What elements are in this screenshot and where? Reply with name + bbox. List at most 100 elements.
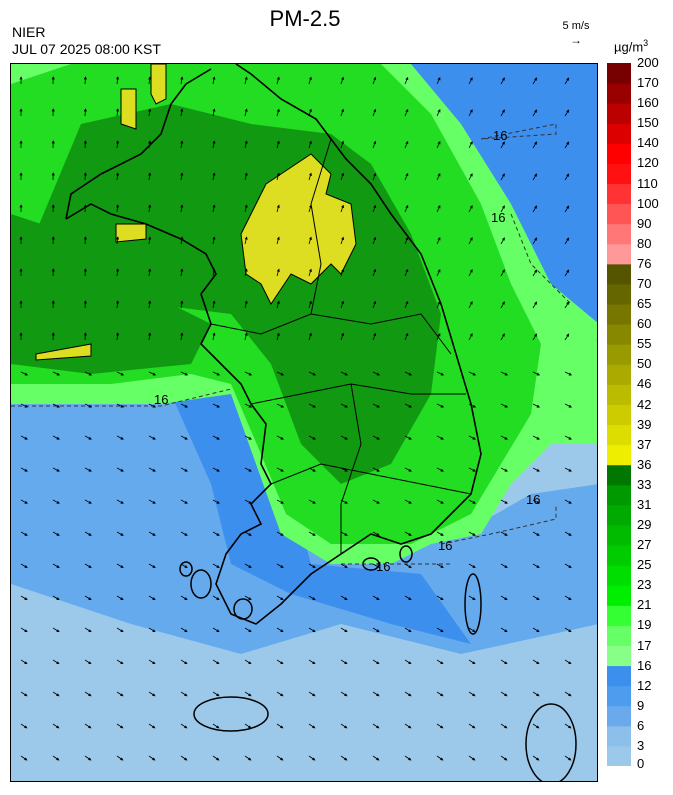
legend-swatch <box>607 504 631 526</box>
wind-arrow-icon <box>244 332 248 341</box>
wind-arrow-icon <box>116 531 124 536</box>
wind-arrow-icon <box>468 755 476 761</box>
wind-arrow-icon <box>148 755 156 761</box>
wind-arrow-icon <box>436 300 441 309</box>
wind-arrow-icon <box>212 563 220 568</box>
wind-arrow-icon <box>20 755 28 761</box>
wind-arrow-icon <box>212 332 216 341</box>
wind-arrow-icon <box>564 205 570 213</box>
wind-arrow-icon <box>596 436 597 437</box>
wind-arrow-icon <box>340 563 348 568</box>
wind-arrow-icon <box>436 627 444 633</box>
wind-arrow-icon <box>308 435 316 440</box>
wind-arrow-icon <box>436 172 441 181</box>
legend-swatch <box>607 665 631 687</box>
wind-arrow-icon <box>372 403 381 408</box>
legend-level-label: 25 <box>637 557 652 573</box>
contour-line-16 <box>11 388 232 407</box>
contour-label: 16 <box>493 128 507 143</box>
wind-arrow-icon <box>596 147 597 148</box>
wind-arrow-icon <box>244 595 252 601</box>
legend-swatch <box>607 464 631 486</box>
wind-arrow-icon <box>276 172 280 181</box>
southwest-island <box>233 598 253 620</box>
southwest-island <box>179 561 193 577</box>
wind-reference: 5 m/s → <box>556 20 596 46</box>
wind-arrow-icon <box>532 723 540 729</box>
wind-arrow-icon <box>276 300 280 309</box>
wind-arrow-icon <box>308 76 312 85</box>
legend-labels: 0 3 6 9 12 16 17 19 21 23 25 27 29 31 33 36 37 39 42 46 50 55… <box>637 56 673 771</box>
wind-arrow-icon <box>212 268 216 277</box>
wind-arrow-icon <box>596 83 597 84</box>
wind-arrow-icon <box>276 236 280 245</box>
wind-arrow-icon <box>404 403 413 408</box>
wind-arrow-icon <box>372 332 377 341</box>
legend-level-label: 110 <box>637 175 658 191</box>
wind-arrow-icon <box>276 723 284 729</box>
wind-arrow-icon <box>116 627 124 633</box>
wind-arrow-icon <box>596 628 597 629</box>
legend-level-label: 150 <box>637 115 659 131</box>
wind-arrow-icon <box>436 236 441 245</box>
wind-arrow-icon <box>276 467 284 472</box>
wind-arrow-icon <box>532 269 538 277</box>
wind-arrow-icon <box>180 563 188 568</box>
wind-arrow-icon <box>468 205 473 213</box>
wind-arrow-icon <box>340 76 345 85</box>
wind-arrow-icon <box>212 172 216 181</box>
wind-arrow-icon <box>532 173 538 181</box>
wind-arrow-icon <box>212 108 216 117</box>
legend-level-label: 9 <box>637 697 645 713</box>
contour-label: 16 <box>154 392 168 407</box>
legend-level-label: 29 <box>637 517 652 532</box>
wind-arrow-icon <box>244 755 252 761</box>
wind-arrow-icon <box>404 236 409 245</box>
wind-arrow-icon <box>404 531 412 536</box>
legend-swatch <box>607 424 631 446</box>
wind-arrow-icon <box>372 204 377 213</box>
wind-arrow-icon <box>180 236 184 245</box>
wind-arrow-icon <box>596 660 597 661</box>
wind-arrow-icon <box>116 691 124 697</box>
wind-arrow-icon <box>148 435 156 440</box>
wind-arrow-icon <box>244 371 253 376</box>
wind-arrow-icon <box>20 723 28 729</box>
wind-arrow-icon <box>436 659 444 665</box>
legend-swatch <box>607 705 631 727</box>
wind-arrow-icon <box>20 531 28 536</box>
wind-arrow-icon <box>180 172 184 181</box>
wind-arrow-icon <box>436 435 444 440</box>
wind-arrow-icon <box>276 371 285 376</box>
wind-arrow-icon <box>308 371 317 376</box>
wind-arrow-icon <box>115 204 120 213</box>
wind-arrow-icon <box>244 723 252 729</box>
wind-arrow-icon <box>564 269 570 277</box>
wind-arrow-icon <box>308 332 312 341</box>
wind-arrow-icon <box>468 691 476 697</box>
wind-arrow-icon <box>372 371 381 376</box>
forecast-datetime: JUL 07 2025 08:00 KST <box>12 41 161 57</box>
wind-arrow-icon <box>148 563 156 568</box>
wind-arrow-icon <box>180 435 188 440</box>
wind-arrow-icon <box>180 268 184 277</box>
wind-arrow-icon <box>84 723 92 729</box>
wind-arrow-icon <box>340 204 345 213</box>
wind-arrow-icon <box>20 595 28 601</box>
wind-arrow-icon <box>83 332 87 341</box>
wind-arrow-icon <box>180 467 188 472</box>
wind-arrow-icon <box>532 627 540 633</box>
wind-arrow-icon <box>564 109 570 117</box>
legend-swatch <box>607 103 631 124</box>
wind-arrow-icon <box>596 307 597 308</box>
legend-level-label: 120 <box>637 155 659 171</box>
wind-arrow-icon <box>212 499 220 504</box>
wind-arrow-icon <box>83 300 87 309</box>
wind-arrow-icon <box>372 236 377 245</box>
wind-arrow-icon <box>404 499 412 504</box>
wind-arrow-icon <box>500 141 505 149</box>
wind-arrow-icon <box>52 531 60 536</box>
wind-arrow-icon <box>404 691 412 697</box>
wind-arrow-icon <box>340 140 345 149</box>
wind-arrow-icon <box>596 468 597 469</box>
